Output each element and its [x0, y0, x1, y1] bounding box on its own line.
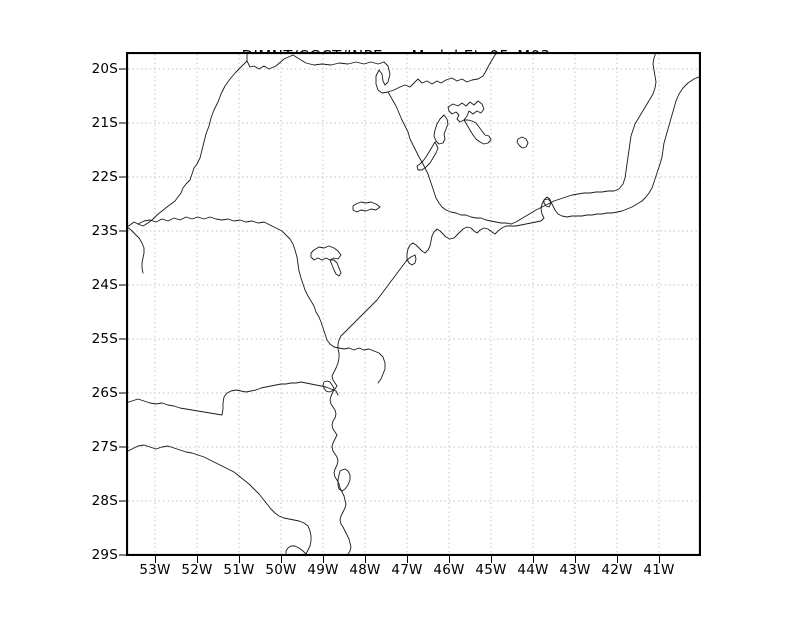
y-axis-label-27s: 27S	[91, 439, 118, 455]
sc-coast	[331, 434, 352, 554]
y-tick	[119, 446, 126, 448]
y-axis-label-22s: 22S	[91, 169, 118, 185]
x-tick	[407, 556, 408, 563]
ms-pr-border	[128, 227, 145, 274]
y-axis-label-29s: 29S	[91, 547, 118, 563]
x-axis-label-44w: 44W	[517, 562, 549, 578]
reservoir-small-inner	[329, 259, 342, 277]
y-axis-label-21s: 21S	[91, 115, 118, 131]
y-tick	[119, 554, 126, 556]
x-axis-label-53w: 53W	[139, 562, 171, 578]
x-tick	[155, 556, 156, 563]
x-tick	[659, 556, 660, 563]
sp-north-border	[246, 54, 497, 94]
ilha-santa-catarina	[337, 468, 351, 492]
x-axis-label-47w: 47W	[391, 562, 423, 578]
mg-rj-border	[510, 93, 654, 225]
y-tick	[119, 338, 126, 340]
x-tick	[281, 556, 282, 563]
map-plot-area	[126, 52, 701, 556]
mg-es-border	[652, 54, 657, 95]
x-tick	[575, 556, 576, 563]
y-tick	[119, 284, 126, 286]
y-tick	[119, 122, 126, 124]
y-axis-label-25s: 25S	[91, 331, 118, 347]
x-axis-label-43w: 43W	[559, 562, 591, 578]
y-tick	[119, 68, 126, 70]
x-axis-label-45w: 45W	[475, 562, 507, 578]
x-tick	[449, 556, 450, 563]
sp-east-border	[387, 91, 512, 225]
guanabara-bay	[543, 196, 552, 208]
y-tick	[119, 500, 126, 502]
reservoir-furnas-3	[433, 114, 449, 145]
y-axis-label-26s: 26S	[91, 385, 118, 401]
y-tick	[119, 230, 126, 232]
map-outlines	[128, 54, 699, 554]
reservoir-promissao	[352, 201, 381, 213]
x-tick	[533, 556, 534, 563]
y-axis-labels: 20S 21S 22S 23S 24S 25S 26S 27S 28S 29S	[68, 52, 118, 563]
sp-coast	[331, 254, 416, 387]
pr-coast-bays	[322, 380, 338, 436]
x-axis-ticks	[126, 556, 701, 564]
x-axis-label-41w: 41W	[643, 562, 675, 578]
x-axis-labels: 53W 52W 51W 50W 49W 48W 47W 46W 45W 44W …	[126, 562, 701, 584]
x-tick	[239, 556, 240, 563]
y-tick	[119, 392, 126, 394]
x-axis-label-51w: 51W	[223, 562, 255, 578]
plot-frame-border	[128, 54, 699, 554]
x-axis-label-52w: 52W	[181, 562, 213, 578]
x-tick	[197, 556, 198, 563]
x-axis-label-48w: 48W	[349, 562, 381, 578]
x-tick	[617, 556, 618, 563]
x-tick	[491, 556, 492, 563]
es-coast	[641, 76, 699, 202]
rj-coast	[406, 198, 643, 266]
gridlines	[128, 54, 699, 554]
reservoir-furnas-2	[463, 119, 492, 145]
sc-rs-border	[128, 444, 312, 554]
rs-coast-tip	[285, 545, 307, 554]
y-axis-label-24s: 24S	[91, 277, 118, 293]
x-axis-label-42w: 42W	[601, 562, 633, 578]
x-tick	[365, 556, 366, 563]
sp-west-border	[128, 60, 248, 227]
reservoir-ilha-solteira	[310, 245, 342, 261]
x-tick	[323, 556, 324, 563]
reservoir-small-right	[516, 136, 529, 149]
reservoir-furnas-4	[416, 141, 439, 171]
y-axis-ticks	[119, 52, 127, 556]
x-axis-label-49w: 49W	[307, 562, 339, 578]
x-axis-label-50w: 50W	[265, 562, 297, 578]
sp-parana-border	[137, 216, 386, 384]
y-axis-label-28s: 28S	[91, 493, 118, 509]
reservoir-furnas-1	[447, 100, 485, 123]
pr-sc-border	[128, 381, 339, 416]
x-axis-label-46w: 46W	[433, 562, 465, 578]
y-tick	[119, 176, 126, 178]
y-axis-label-23s: 23S	[91, 223, 118, 239]
y-axis-label-20s: 20S	[91, 61, 118, 77]
map-canvas	[128, 54, 699, 554]
